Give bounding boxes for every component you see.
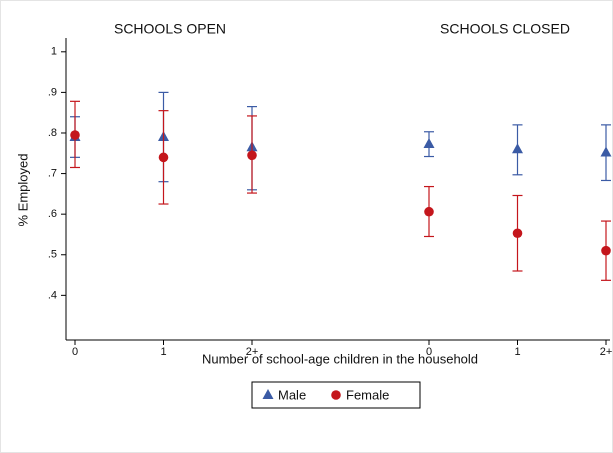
marker: [70, 130, 80, 140]
marker: [601, 245, 611, 256]
x-tick-label: 0: [72, 346, 78, 358]
x-tick-label: 1: [160, 346, 166, 358]
marker: [512, 143, 523, 154]
y-axis-label: % Employed: [15, 154, 30, 227]
panel-title: SCHOOLS CLOSED: [440, 21, 570, 37]
y-tick-label: 1: [51, 46, 57, 58]
y-tick-label: .5: [48, 249, 57, 261]
marker: [247, 150, 257, 161]
marker: [512, 228, 523, 239]
panel-title: SCHOOLS OPEN: [114, 21, 226, 37]
marker: [423, 137, 435, 148]
x-tick-label: 2+: [600, 346, 613, 358]
legend-marker: [331, 390, 341, 400]
y-tick-label: .7: [48, 167, 57, 179]
x-axis-label: Number of school-age children in the hou…: [202, 351, 478, 366]
x-tick-label: 0: [426, 346, 432, 358]
x-tick-label: 1: [514, 346, 520, 358]
legend-marker: [262, 389, 274, 399]
y-tick-label: .9: [48, 86, 57, 98]
marker: [600, 146, 612, 157]
y-tick-label: .8: [48, 127, 57, 139]
y-tick-label: .4: [48, 289, 57, 301]
legend-label: Female: [346, 387, 389, 402]
marker: [158, 152, 169, 163]
x-tick-label: 2+: [246, 346, 259, 358]
y-tick-label: .6: [48, 208, 57, 220]
legend-label: Male: [278, 387, 306, 402]
marker: [424, 206, 434, 217]
